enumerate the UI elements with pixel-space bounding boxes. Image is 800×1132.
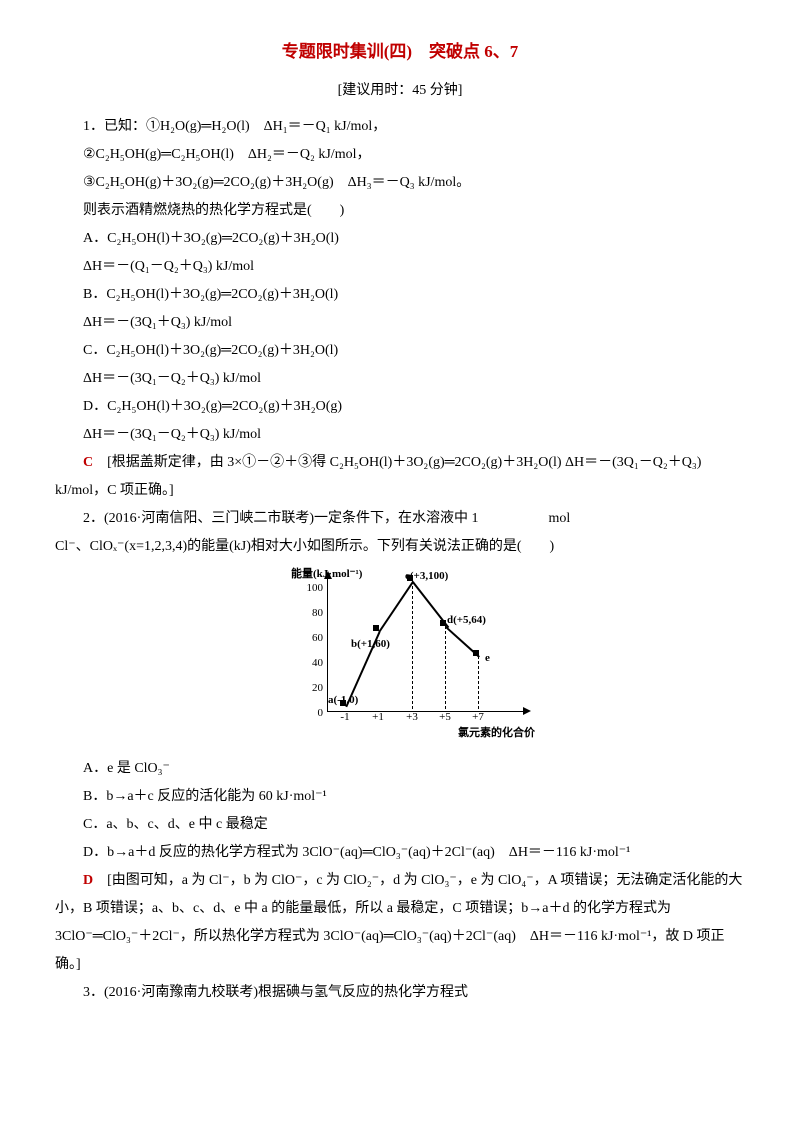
- drop-line: [445, 626, 446, 709]
- q2-answer: D: [83, 873, 93, 888]
- energy-chart-wrap: 能量(kJ·mol⁻¹) 氯元素的化合价 100806040200-1+1+3+…: [55, 565, 745, 751]
- drop-line: [478, 656, 479, 709]
- q2-option-c: C．a、b、c、d、e 中 c 最稳定: [55, 811, 745, 839]
- x-tick: +5: [439, 706, 451, 728]
- point-label-e: e: [485, 647, 490, 669]
- q1-answer-line: C [根据盖斯定律，由 3×①－②＋③得 C₂H₅OH(l)＋3O₂(g)═2C…: [55, 449, 745, 505]
- point-label-c: c(+3,100): [405, 565, 448, 587]
- q1-option-a-2: ΔH＝－(Q₁－Q₂＋Q₃) kJ/mol: [55, 253, 745, 281]
- q2-answer-line: D [由图可知，a 为 Cl⁻，b 为 ClO⁻，c 为 ClO₂⁻，d 为 C…: [55, 867, 745, 979]
- q1-intro-2: ②C₂H₅OH(g)═C₂H₅OH(l) ΔH₂＝－Q₂ kJ/mol，: [55, 141, 745, 169]
- page-title: 专题限时集训(四) 突破点 6、7: [55, 35, 745, 69]
- y-tick: 20: [299, 677, 323, 699]
- q1-option-c-2: ΔH＝－(3Q₁－Q₂＋Q₃) kJ/mol: [55, 365, 745, 393]
- line-segment: [378, 581, 413, 632]
- x-arrow-icon: [523, 707, 531, 715]
- q1-intro-3: ③C₂H₅OH(g)＋3O₂(g)═2CO₂(g)＋3H₂O(g) ΔH₃＝－Q…: [55, 169, 745, 197]
- y-tick: 100: [299, 577, 323, 599]
- q1-stem: 则表示酒精燃烧热的热化学方程式是( ): [55, 197, 745, 225]
- q1-option-d-2: ΔH＝－(3Q₁－Q₂＋Q₃) kJ/mol: [55, 421, 745, 449]
- q2-explanation: [由图可知，a 为 Cl⁻，b 为 ClO⁻，c 为 ClO₂⁻，d 为 ClO…: [55, 873, 742, 972]
- drop-line: [412, 581, 413, 709]
- q2-stem-2: Cl⁻、ClOₓ⁻(x=1,2,3,4)的能量(kJ)相对大小如图所示。下列有关…: [55, 533, 745, 561]
- point-label-b: b(+1,60): [351, 633, 390, 655]
- q2-option-d: D．b→a＋d 反应的热化学方程式为 3ClO⁻(aq)═ClO₃⁻(aq)＋2…: [55, 839, 745, 867]
- x-tick: +3: [406, 706, 418, 728]
- q1-option-d-1: D．C₂H₅OH(l)＋3O₂(g)═2CO₂(g)＋3H₂O(g): [55, 393, 745, 421]
- q2-stem-1: 2．(2016·河南信阳、三门峡二市联考)一定条件下，在水溶液中 1 mol: [55, 505, 745, 533]
- q1-option-b-1: B．C₂H₅OH(l)＋3O₂(g)═2CO₂(g)＋3H₂O(l): [55, 281, 745, 309]
- point-b: [373, 625, 379, 631]
- x-tick: +7: [472, 706, 484, 728]
- chart-x-label: 氯元素的化合价: [458, 722, 535, 744]
- q1-option-b-2: ΔH＝－(3Q₁＋Q₃) kJ/mol: [55, 309, 745, 337]
- x-axis: [327, 711, 525, 712]
- y-tick: 60: [299, 627, 323, 649]
- point-d: [440, 620, 446, 626]
- y-tick: 40: [299, 652, 323, 674]
- suggested-time: [建议用时：45 分钟]: [55, 77, 745, 105]
- y-arrow-icon: [324, 571, 332, 579]
- q1-option-c-1: C．C₂H₅OH(l)＋3O₂(g)═2CO₂(g)＋3H₂O(l): [55, 337, 745, 365]
- y-tick: 0: [299, 702, 323, 724]
- energy-chart: 能量(kJ·mol⁻¹) 氯元素的化合价 100806040200-1+1+3+…: [265, 565, 535, 740]
- q1-option-a-1: A．C₂H₅OH(l)＋3O₂(g)═2CO₂(g)＋3H₂O(l): [55, 225, 745, 253]
- q2-option-a: A．e 是 ClO₃⁻: [55, 755, 745, 783]
- point-label-d: d(+5,64): [447, 609, 486, 631]
- q1-explanation: [根据盖斯定律，由 3×①－②＋③得 C₂H₅OH(l)＋3O₂(g)═2CO₂…: [55, 455, 701, 498]
- q1-intro-1: 1．已知：①H₂O(g)═H₂O(l) ΔH₁＝－Q₁ kJ/mol，: [55, 113, 745, 141]
- y-tick: 80: [299, 602, 323, 624]
- point-e: [473, 650, 479, 656]
- x-tick: +1: [372, 706, 384, 728]
- point-label-a: a(-1,0): [328, 689, 358, 711]
- q1-answer: C: [83, 455, 93, 470]
- q2-option-b: B．b→a＋c 反应的活化能为 60 kJ·mol⁻¹: [55, 783, 745, 811]
- q3-stem: 3．(2016·河南豫南九校联考)根据碘与氢气反应的热化学方程式: [55, 979, 745, 1007]
